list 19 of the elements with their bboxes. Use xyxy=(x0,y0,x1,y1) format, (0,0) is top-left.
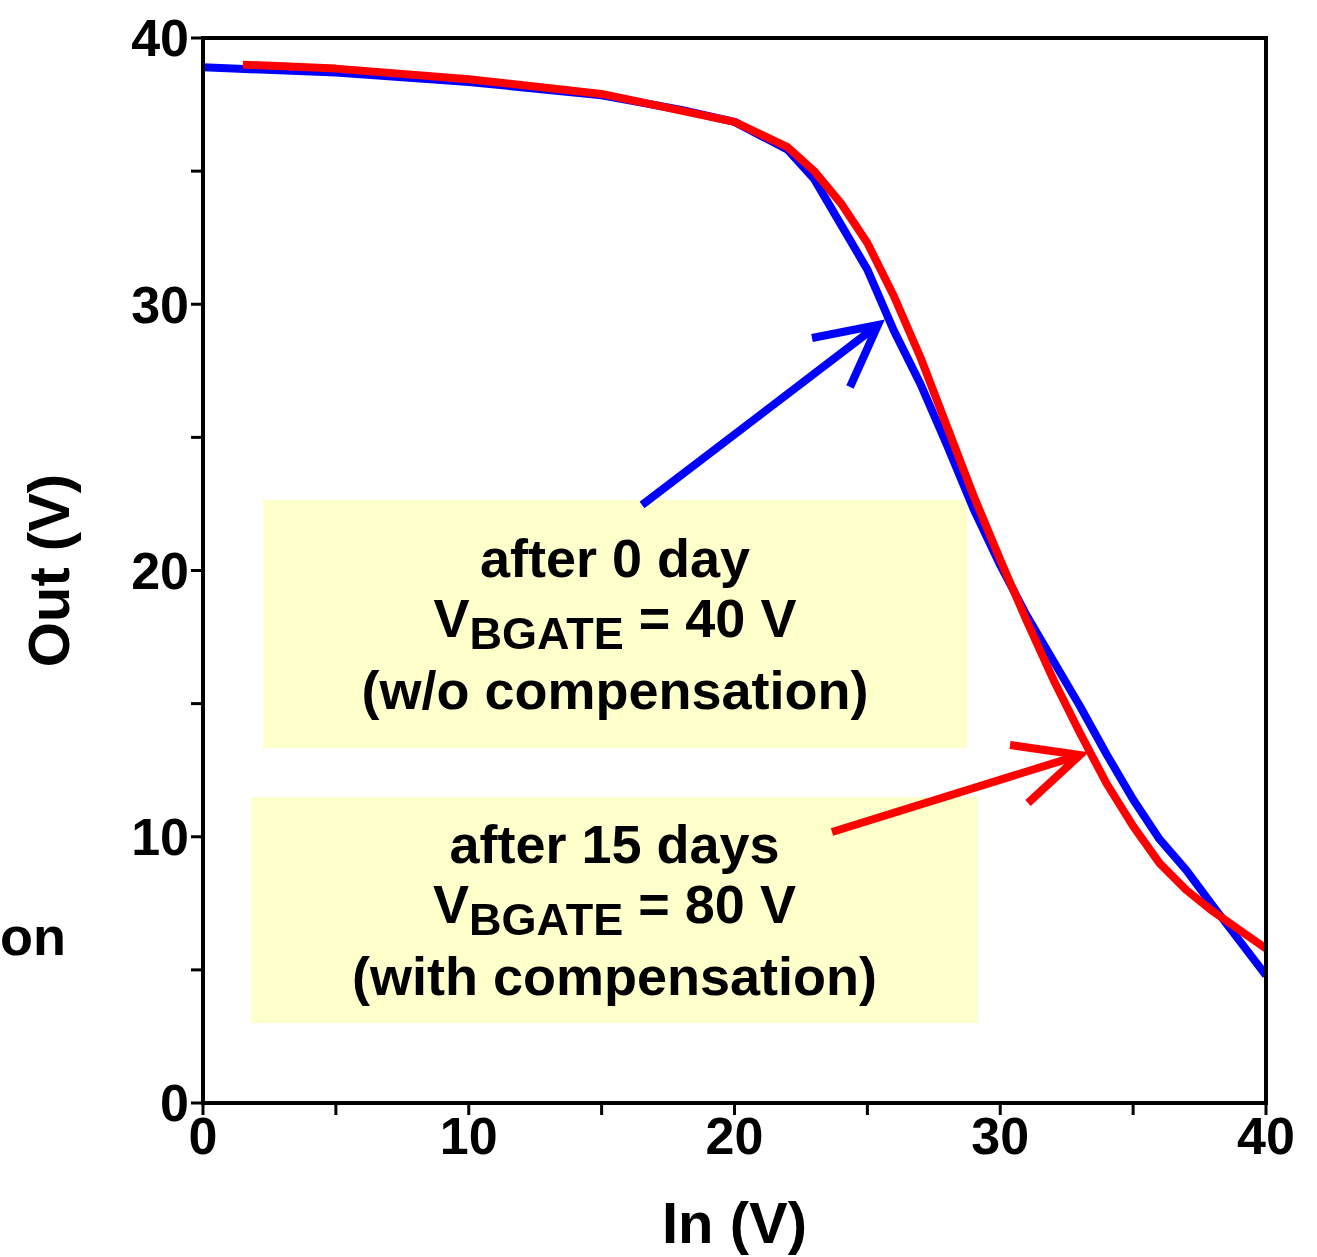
x-tick-label: 10 xyxy=(439,1106,498,1165)
x-tick-label: 30 xyxy=(971,1106,1030,1165)
y-tick-label: 40 xyxy=(131,9,189,68)
note-box: after 0 day V$_{BGATE}$ = 40 V (w/o compensation) xyxy=(263,500,967,748)
x-tick-label: 20 xyxy=(705,1106,764,1165)
annotation: V$_{BGATE}$ = 40 V xyxy=(433,588,797,660)
y-axis-title: Out (V) xyxy=(15,473,81,668)
y-tick-label: 30 xyxy=(131,275,189,334)
annotation: (with compensation) xyxy=(352,945,877,1007)
y-tick-label: 10 xyxy=(131,808,189,867)
y-tick-label: 20 xyxy=(131,541,189,600)
note-box: after 15 days V$_{BGATE}$ = 80 V (with compensation) xyxy=(251,797,978,1023)
x-tick-label: 40 xyxy=(1237,1106,1295,1165)
annotation: (w/o compensation) xyxy=(361,659,869,721)
annotation: V$_{BGATE}$ = 80 V xyxy=(433,874,796,946)
annotation: after 0 day xyxy=(479,527,751,589)
annotation: after 15 days xyxy=(449,813,780,875)
text: on xyxy=(0,905,66,967)
x-axis-title: In (V) xyxy=(662,1190,807,1255)
